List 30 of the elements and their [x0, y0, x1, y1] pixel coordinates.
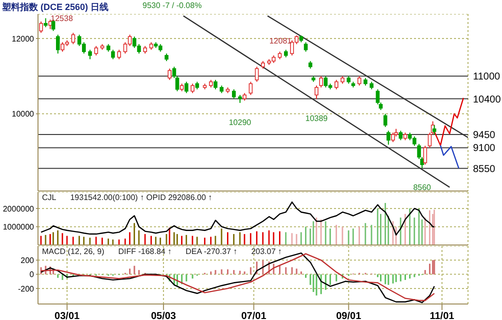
annotation: DIFF -168.84 ↑ — [118, 247, 172, 256]
x-tick-label: 11/01 — [430, 311, 455, 320]
x-tick-label: 03/01 — [54, 311, 80, 320]
ref-line-label: 10400 — [473, 94, 502, 106]
y-tick-label: 1000000 — [2, 222, 35, 232]
ref-line-label: 9450 — [473, 130, 496, 142]
annotation: 10389 — [305, 114, 328, 124]
y-tick-label: 12000 — [12, 34, 35, 44]
y-tick-label: -200 — [18, 284, 35, 294]
y-tick-label: 200 — [20, 256, 35, 265]
annotation: 12538 — [50, 14, 74, 24]
y-tick-label: 2000000 — [2, 204, 35, 214]
annotation: 10290 — [228, 118, 252, 127]
annotation: 1931542.00(0:100) ↑ OPID 292086.00 ↑ — [70, 193, 212, 202]
annotation: DEA -270.37 ↑ — [186, 247, 238, 256]
x-tick-label: 09/01 — [336, 311, 362, 320]
ref-line-label: 9100 — [473, 143, 496, 154]
y-tick-label: 10000 — [12, 110, 35, 119]
chart-title: 塑料指数 (DCE 2560) 日线 — [2, 1, 109, 14]
annotation: 8560 — [413, 183, 432, 192]
annotation: 203.07 ↑ — [251, 247, 282, 256]
annotation: CJL — [42, 193, 56, 202]
x-tick-label: 05/03 — [150, 311, 176, 320]
annotation: 12081 — [269, 36, 292, 46]
ref-line-label: 8550 — [473, 164, 496, 175]
y-tick-label: 0 — [30, 270, 35, 280]
ref-line-label: 11000 — [473, 72, 501, 83]
x-tick-label: 07/01 — [241, 311, 267, 320]
annotation: MACD (12, 26, 9) — [42, 247, 104, 256]
text: 9530 -7 / -0.08% — [142, 1, 202, 12]
